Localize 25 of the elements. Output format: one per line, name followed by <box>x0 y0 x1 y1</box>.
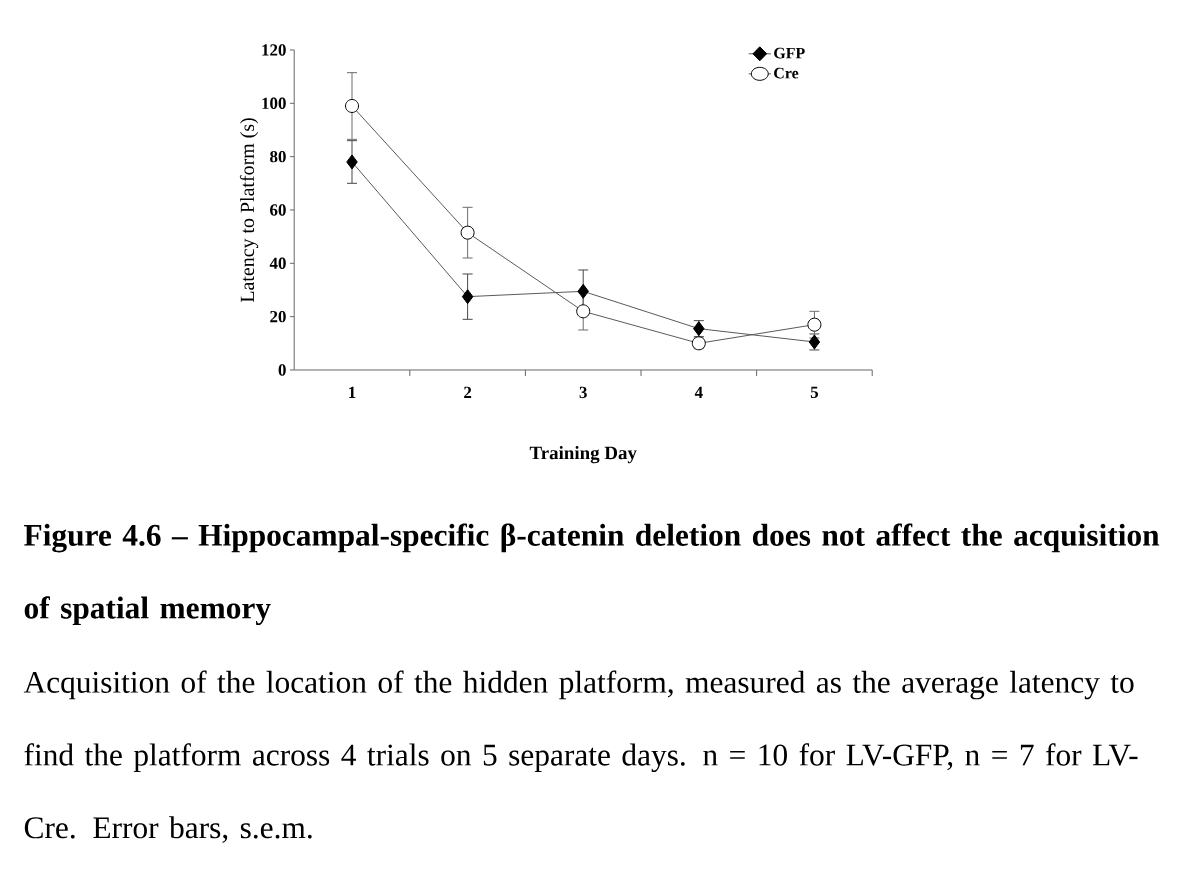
x-tick-label: 4 <box>694 386 703 398</box>
x-tick-label: 3 <box>579 386 587 399</box>
point <box>346 154 358 170</box>
y-tick-label: 120 <box>262 44 286 56</box>
y-tick-label: 0 <box>278 364 286 376</box>
point <box>460 225 475 240</box>
point <box>577 283 589 299</box>
point <box>807 317 822 332</box>
x-tick-label: 5 <box>810 386 819 399</box>
y-tick-label: 60 <box>270 204 286 216</box>
text: Acquisition of the location of the hidden platform, measured as the average latency to find the platform across 4 trials on 5 separate days. n = 10 for LV-GFP, n = 7 for LV-Cre. Error bars, s.e.m. <box>23 670 1138 843</box>
legend-label: Cre <box>774 67 799 79</box>
y-axis-title: Latency to Platform (s) <box>239 118 259 303</box>
point <box>576 304 591 319</box>
y-tick-label: 80 <box>270 150 286 163</box>
x-axis-title: Training Day <box>529 445 637 464</box>
legend-label: GFP <box>774 47 805 59</box>
y-tick-label: 40 <box>269 257 286 270</box>
x-tick-label: 2 <box>464 386 472 398</box>
y-tick-label: 20 <box>270 310 286 323</box>
x-tick-label: 1 <box>349 386 356 398</box>
point <box>345 98 360 113</box>
point <box>461 289 474 305</box>
y-tick-label: 100 <box>262 97 286 110</box>
chart-title: Figure 4.6 – Hippocampal-specific β-catenin deletion does not affect the acquisition of spatial memory <box>24 523 1160 626</box>
